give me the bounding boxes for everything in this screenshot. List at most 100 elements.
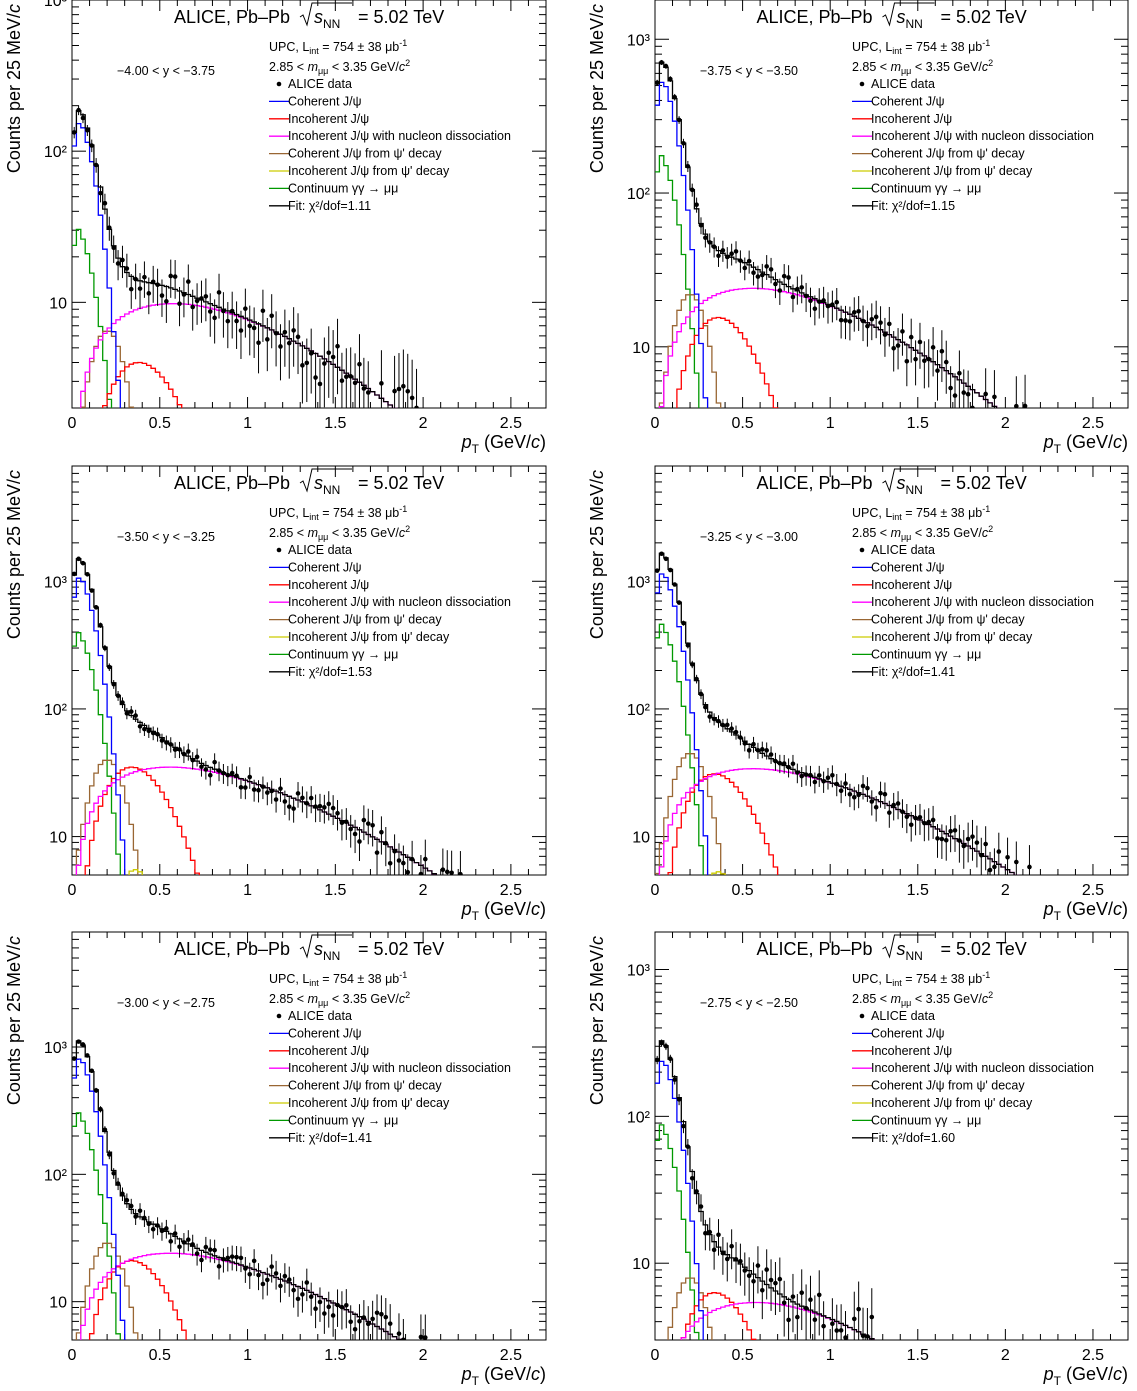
coherent-psi2s-series <box>75 759 139 875</box>
data-point <box>251 325 257 331</box>
data-point <box>203 767 209 772</box>
data-point <box>694 1189 699 1194</box>
text-span: NN <box>906 483 923 497</box>
data-point <box>383 1314 389 1320</box>
text-span: Fit: χ²/dof= <box>288 1131 348 1145</box>
fit-series <box>655 552 1020 875</box>
x-tick-label: 2 <box>1001 882 1010 899</box>
dissociation-series <box>680 1301 875 1340</box>
data-point <box>326 1304 332 1310</box>
data-point <box>269 788 274 794</box>
plot-frame <box>654 0 1129 409</box>
text-span: UPC, L <box>269 506 309 520</box>
data-point <box>322 805 327 810</box>
data-point <box>177 301 182 307</box>
x-tick-label: 2.5 <box>500 1347 522 1364</box>
data-point <box>992 394 997 400</box>
rapidity-label: −4.00 < y < −3.75 <box>117 64 215 78</box>
data-point <box>115 261 121 266</box>
data-point <box>786 764 791 770</box>
x-tick-label: 2 <box>1001 1347 1010 1364</box>
data-point <box>120 257 125 263</box>
continuum-series <box>655 1124 700 1340</box>
text-span: ) <box>540 899 546 919</box>
data-point <box>344 819 349 825</box>
data-point <box>655 1057 660 1063</box>
legend-marker <box>859 81 865 87</box>
data-point <box>851 310 857 315</box>
data-point <box>256 340 261 346</box>
data-point <box>177 747 182 752</box>
y-axis-label: Counts per 25 MeV/c <box>587 4 607 173</box>
data-point <box>348 374 353 379</box>
data-point <box>974 840 980 845</box>
data-point <box>698 1204 704 1209</box>
data-point <box>681 620 686 626</box>
legend-label: Continuum γγ → μμ <box>288 647 398 661</box>
legend-label: Continuum γγ → μμ <box>288 181 398 195</box>
data-point <box>952 828 958 833</box>
data-point <box>238 785 244 790</box>
data-point <box>908 822 914 828</box>
data-point <box>365 1321 371 1327</box>
y-tick-label: 10² <box>627 702 651 719</box>
data-point <box>282 329 288 335</box>
data-point <box>313 375 318 380</box>
data-point <box>812 779 818 785</box>
data-point <box>80 1042 86 1047</box>
data-point <box>295 334 301 340</box>
sqrt-energy: sNN <box>314 473 340 497</box>
data-point <box>781 1300 787 1306</box>
data-point <box>225 772 231 778</box>
legend-label: Coherent J/ψ from ψ' decay <box>871 613 1025 627</box>
legend-label: Incoherent J/ψ with nucleon dissociation <box>288 1061 511 1075</box>
data-point <box>379 1311 384 1317</box>
data-point <box>659 1040 664 1046</box>
text-span: μμ <box>901 998 911 1008</box>
data-point <box>344 1302 349 1308</box>
data-point <box>738 258 743 263</box>
sqrt-energy: sNN <box>897 473 923 497</box>
data-point <box>339 820 345 825</box>
data-point <box>444 869 450 875</box>
legend-label: Incoherent J/ψ with nucleon dissociation <box>288 129 511 143</box>
text-span: < 3.35 GeV/ <box>328 526 399 540</box>
text-span: 1.60 <box>931 1131 955 1145</box>
data-points <box>655 551 1032 875</box>
text-span: ) <box>540 432 546 452</box>
y-tick-label: 10 <box>632 830 650 847</box>
text-span: < 3.35 GeV/ <box>911 526 982 540</box>
data-point <box>401 860 406 866</box>
data-point <box>689 662 695 667</box>
panel-title: ALICE, Pb–Pb <box>757 7 873 27</box>
text-span: m <box>891 526 901 540</box>
text-span: 2 <box>988 58 993 68</box>
data-point <box>308 1294 314 1300</box>
text-span: (GeV/ <box>1061 1364 1113 1384</box>
plot-frame <box>71 0 547 409</box>
data-point <box>335 343 340 349</box>
x-tick-label: 0 <box>651 1347 660 1364</box>
legend-label: Continuum γγ → μμ <box>871 181 981 195</box>
data-point <box>930 345 936 350</box>
text-span: c <box>1113 899 1122 919</box>
data-point <box>711 716 717 722</box>
data-point <box>873 805 879 810</box>
mass-window-label: 2.85 < mμμ < 3.35 GeV/c2 <box>852 58 993 76</box>
data-point <box>286 340 292 346</box>
text-span: m <box>891 60 901 74</box>
text-span: c <box>399 60 406 74</box>
data-point <box>357 1318 362 1324</box>
data-point <box>790 294 796 300</box>
data-point <box>269 1264 274 1269</box>
data-point <box>830 1321 835 1327</box>
data-point <box>207 772 213 778</box>
data-point <box>308 795 314 801</box>
text-span: 2 <box>405 990 410 1000</box>
data-point <box>247 323 253 329</box>
data-point <box>107 664 112 670</box>
curves <box>655 61 998 408</box>
text-span: = 754 ± 38 μb <box>319 40 399 54</box>
data-point <box>746 1273 752 1279</box>
text-span: 2 <box>405 58 410 68</box>
